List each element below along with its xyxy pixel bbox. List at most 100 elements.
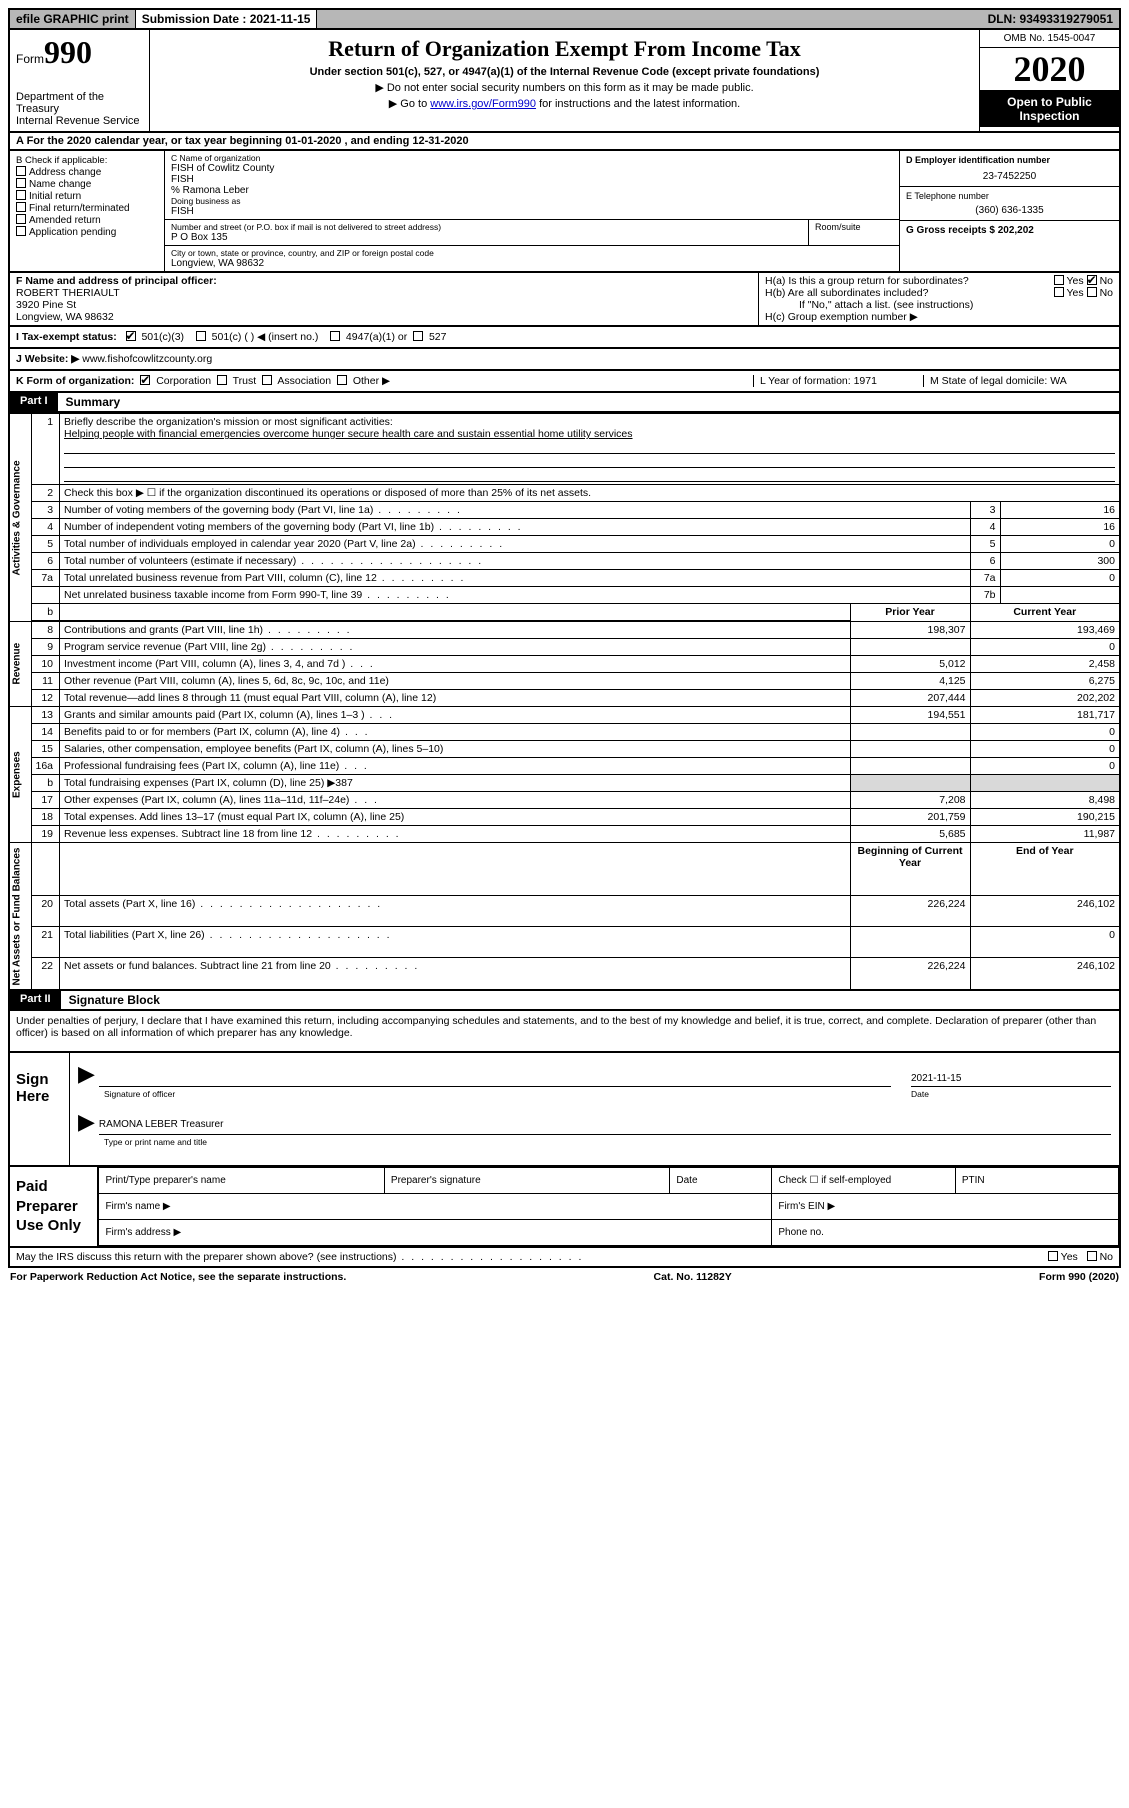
row-i: I Tax-exempt status: 501(c)(3) 501(c) ( … — [8, 327, 1121, 349]
top-bar: efile GRAPHIC print Submission Date : 20… — [8, 8, 1121, 30]
chk-527[interactable] — [413, 331, 423, 341]
org-dba: FISH — [171, 206, 893, 217]
ha-yesno[interactable]: Yes No — [1054, 275, 1113, 287]
discuss-yesno[interactable]: Yes No — [1042, 1251, 1113, 1263]
row-9: 9 Program service revenue (Part VIII, li… — [9, 639, 1120, 656]
chk-other[interactable] — [337, 375, 347, 385]
chk-501c[interactable] — [196, 331, 206, 341]
form-header: Form990 Department of the Treasury Inter… — [8, 30, 1121, 133]
row-7b: Net unrelated business taxable income fr… — [9, 587, 1120, 604]
row-15: 15 Salaries, other compensation, employe… — [9, 741, 1120, 758]
row-j: J Website: ▶ www.fishofcowlitzcounty.org — [8, 349, 1121, 371]
row-16b: b Total fundraising expenses (Part IX, c… — [9, 775, 1120, 792]
row-20: 20 Total assets (Part X, line 16) 226,22… — [9, 896, 1120, 927]
officer-name-print: RAMONA LEBER Treasurer — [99, 1119, 1111, 1135]
side-expenses: Expenses — [9, 707, 31, 843]
m-state: M State of legal domicile: WA — [923, 375, 1113, 387]
chk-final-return[interactable]: Final return/terminated — [16, 203, 158, 214]
sig-declaration: Under penalties of perjury, I declare th… — [8, 1011, 1121, 1053]
part1-title: Summary — [58, 393, 129, 411]
summary-table: Activities & Governance 1 Briefly descri… — [8, 413, 1121, 991]
gross-label: G Gross receipts $ 202,202 — [906, 225, 1034, 236]
website-value: www.fishofcowlitzcounty.org — [82, 353, 212, 365]
part2-title: Signature Block — [61, 991, 168, 1009]
col-defg: D Employer identification number 23-7452… — [899, 151, 1119, 271]
col-c: C Name of organization FISH of Cowlitz C… — [165, 151, 899, 271]
form-word: Form — [16, 52, 44, 66]
row-b-hdr: b Prior Year Current Year — [9, 604, 1120, 622]
prep-ptin-hdr: PTIN — [955, 1168, 1118, 1194]
c-name-cell: C Name of organization FISH of Cowlitz C… — [165, 151, 899, 220]
side-revenue: Revenue — [9, 621, 31, 707]
chk-assoc[interactable] — [262, 375, 272, 385]
form-number: Form990 — [16, 34, 143, 71]
submission-date: Submission Date : 2021-11-15 — [136, 10, 318, 28]
header-right: OMB No. 1545-0047 2020 Open to Public In… — [979, 30, 1119, 131]
form-title: Return of Organization Exempt From Incom… — [158, 36, 971, 62]
part2-tag: Part II — [10, 991, 61, 1009]
k-form-org: K Form of organization: Corporation Trus… — [16, 375, 753, 387]
h-block: H(a) Is this a group return for subordin… — [759, 273, 1119, 325]
row-18: 18 Total expenses. Add lines 13–17 (must… — [9, 809, 1120, 826]
blank-line-3 — [64, 468, 1115, 482]
k-label: K Form of organization: — [16, 375, 134, 387]
row-3: 3 Number of voting members of the govern… — [9, 502, 1120, 519]
note-ssn: Do not enter social security numbers on … — [158, 81, 971, 94]
irs-link[interactable]: www.irs.gov/Form990 — [430, 98, 536, 110]
chk-app-pending[interactable]: Application pending — [16, 227, 158, 238]
row-7a: 7a Total unrelated business revenue from… — [9, 570, 1120, 587]
org-city: Longview, WA 98632 — [171, 258, 893, 269]
row-19: 19 Revenue less expenses. Subtract line … — [9, 826, 1120, 843]
chk-corp[interactable] — [140, 375, 150, 385]
c-city-cell: City or town, state or province, country… — [165, 246, 899, 271]
form-subtitle: Under section 501(c), 527, or 4947(a)(1)… — [158, 66, 971, 78]
prep-selfemp[interactable]: Check ☐ if self-employed — [772, 1168, 956, 1194]
addr-label: Number and street (or P.O. box if mail i… — [171, 222, 802, 232]
c-addr-row: Number and street (or P.O. box if mail i… — [165, 220, 899, 246]
row-a-period: A For the 2020 calendar year, or tax yea… — [8, 133, 1121, 151]
row-5: 5 Total number of individuals employed i… — [9, 536, 1120, 553]
ein-label: D Employer identification number — [906, 155, 1113, 165]
note2-post: for instructions and the latest informat… — [536, 98, 740, 110]
row-4: 4 Number of independent voting members o… — [9, 519, 1120, 536]
omb-number: OMB No. 1545-0047 — [980, 30, 1119, 48]
officer-signature[interactable] — [99, 1071, 891, 1087]
row-21: 21 Total liabilities (Part X, line 26) 0 — [9, 927, 1120, 958]
chk-501c3[interactable] — [126, 331, 136, 341]
sign-here-body: ▶ 2021-11-15 Signature of officer Date ▶… — [70, 1053, 1119, 1165]
sig-line-2: ▶ RAMONA LEBER Treasurer — [78, 1109, 1111, 1135]
sig-arrow-icon-2: ▶ — [78, 1109, 95, 1135]
f-label: F Name and address of principal officer: — [16, 275, 217, 287]
j-label: J Website: ▶ — [16, 353, 79, 365]
chk-initial-return[interactable]: Initial return — [16, 191, 158, 202]
sig-caption-1: Signature of officer — [104, 1089, 911, 1099]
l-year: L Year of formation: 1971 — [753, 375, 923, 387]
tax-year: 2020 — [980, 48, 1119, 91]
blank-line-2 — [64, 454, 1115, 468]
chk-4947[interactable] — [330, 331, 340, 341]
chk-address-change[interactable]: Address change — [16, 167, 158, 178]
preparer-label: Paid Preparer Use Only — [10, 1167, 98, 1246]
row-a-text: A For the 2020 calendar year, or tax yea… — [16, 135, 469, 147]
h-c: H(c) Group exemption number ▶ — [765, 311, 1113, 323]
cat-no: Cat. No. 11282Y — [654, 1271, 732, 1283]
hb-yesno[interactable]: Yes No — [1054, 287, 1113, 299]
ln-2: 2 — [31, 485, 60, 502]
mission-text: Helping people with financial emergencie… — [64, 428, 632, 440]
ein-value: 23-7452250 — [906, 171, 1113, 182]
org-care: % Ramona Leber — [171, 185, 893, 196]
phone-label: E Telephone number — [906, 191, 1113, 201]
dba-label: Doing business as — [171, 196, 893, 206]
paperwork-notice: For Paperwork Reduction Act Notice, see … — [10, 1271, 346, 1283]
firm-phone: Phone no. — [772, 1220, 1119, 1246]
sign-here-block: Sign Here ▶ 2021-11-15 Signature of offi… — [8, 1053, 1121, 1167]
chk-trust[interactable] — [217, 375, 227, 385]
chk-name-change[interactable]: Name change — [16, 179, 158, 190]
efile-label[interactable]: efile GRAPHIC print — [10, 10, 136, 28]
footer-discuss: May the IRS discuss this return with the… — [8, 1248, 1121, 1268]
line1-label: Briefly describe the organization's miss… — [64, 416, 393, 428]
line1: Briefly describe the organization's miss… — [60, 414, 1120, 485]
org-name-2: FISH — [171, 174, 893, 185]
row-17: 17 Other expenses (Part IX, column (A), … — [9, 792, 1120, 809]
chk-amended[interactable]: Amended return — [16, 215, 158, 226]
